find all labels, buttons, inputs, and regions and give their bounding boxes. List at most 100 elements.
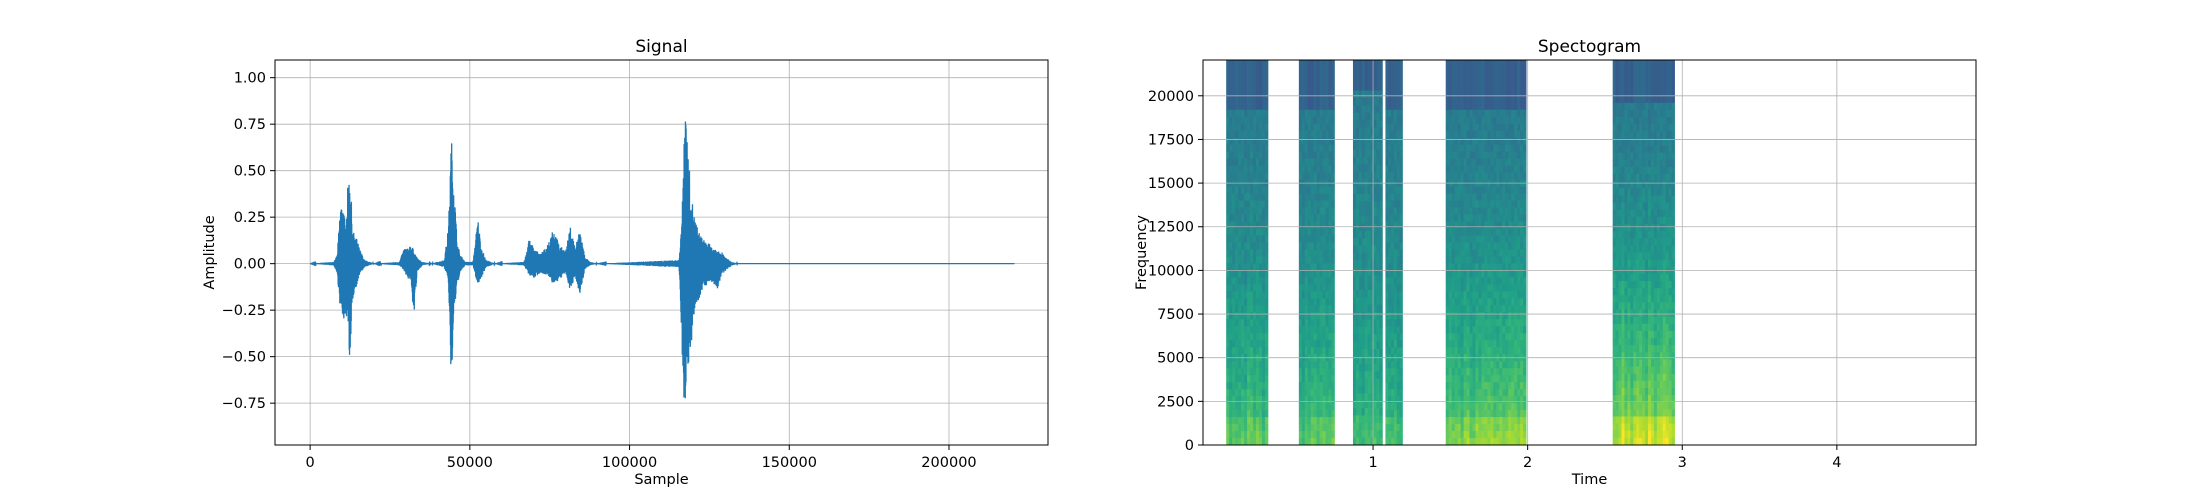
spectrogram-cell	[1645, 195, 1649, 203]
spectrogram-cell	[1621, 416, 1625, 425]
spectrogram-cell	[1301, 193, 1306, 201]
spectrogram-cell	[1662, 174, 1667, 182]
spectrogram-cell	[1304, 382, 1309, 390]
spectrogram-cell	[1478, 242, 1482, 250]
spectrogram-cell	[1478, 214, 1482, 222]
spectrogram-cell	[1319, 326, 1323, 334]
spectrogram-cell	[1487, 410, 1491, 418]
spectrogram-cell	[1517, 410, 1521, 418]
spectrogram-cell	[1621, 345, 1625, 353]
spectrogram-cell	[1376, 430, 1380, 439]
spectrogram-cell	[1238, 249, 1242, 257]
spectrogram-cell	[1630, 402, 1634, 410]
spectrogram-cell	[1361, 142, 1366, 151]
spectrogram-cell	[1253, 305, 1257, 313]
spectrogram-cell	[1520, 284, 1524, 292]
spectrogram-cell	[1328, 361, 1332, 369]
spectrogram-cell	[1665, 188, 1670, 196]
spectrogram-cell	[1645, 138, 1649, 146]
spectrogram-cell	[1331, 235, 1335, 243]
spectrogram-cell	[1668, 188, 1672, 196]
spectrogram-cell	[1484, 270, 1488, 278]
spectrogram-cell	[1264, 403, 1269, 411]
spectrogram-cell	[1505, 172, 1509, 180]
spectrogram-cell	[1502, 382, 1506, 390]
spectrogram-cell	[1671, 231, 1675, 239]
spectrogram-cell	[1391, 116, 1395, 125]
spectrogram-cell	[1636, 138, 1640, 146]
spectrogram-cell	[1310, 172, 1315, 180]
spectrogram-cell	[1668, 352, 1672, 360]
spectrogram-cell	[1352, 326, 1357, 335]
spectrogram-cell	[1520, 340, 1524, 348]
spectrogram-cell	[1364, 393, 1369, 402]
spectrogram-cell	[1475, 284, 1479, 292]
spectrogram-cell	[1496, 431, 1500, 439]
spectrogram-cell	[1484, 431, 1488, 439]
spectrogram-cell	[1496, 242, 1500, 250]
spectrogram-cell	[1627, 188, 1631, 196]
spectrogram-cell	[1508, 228, 1512, 236]
spectrogram-cell	[1493, 137, 1497, 146]
spectrogram-cell	[1235, 396, 1239, 404]
spectrogram-cell	[1618, 395, 1622, 403]
spectrogram-cell	[1502, 312, 1506, 320]
spectrogram-cell	[1367, 282, 1371, 291]
spectrogram-cell	[1662, 395, 1667, 403]
spectrogram-cell	[1238, 396, 1242, 404]
spectrogram-cell	[1325, 123, 1329, 132]
spectrogram-cell	[1322, 214, 1326, 222]
spectrogram-cell	[1313, 368, 1318, 376]
spectrogram-cell	[1627, 231, 1631, 239]
spectrogram-cell	[1370, 201, 1374, 210]
spectrogram-cell	[1247, 193, 1251, 201]
spectrogram-cell	[1258, 263, 1263, 271]
spectrogram-cell	[1253, 298, 1257, 306]
spectrogram-cell	[1367, 267, 1371, 276]
spectrogram-cell	[1393, 193, 1398, 201]
spectrogram-cell	[1325, 375, 1329, 383]
spectrogram-cell	[1373, 319, 1377, 328]
spectrogram-cell	[1668, 166, 1672, 175]
spectrogram-cell	[1511, 60, 1515, 111]
spectrogram-cell	[1668, 245, 1672, 253]
spectrogram-cell	[1636, 373, 1640, 382]
spectrogram-cell	[1463, 277, 1467, 285]
spectrogram-cell	[1451, 249, 1456, 257]
spectrogram-cell	[1472, 130, 1476, 139]
spectrogram-cell	[1304, 151, 1309, 160]
spectrogram-cell	[1633, 359, 1637, 367]
spectrogram-cell	[1496, 333, 1500, 341]
spectrogram-cell	[1496, 137, 1500, 146]
spectrogram-cell	[1322, 312, 1326, 320]
spectrogram-cell	[1636, 245, 1640, 253]
spectrogram-cell	[1633, 60, 1637, 104]
spectrogram-cell	[1505, 151, 1509, 160]
spectrogram-cell	[1264, 207, 1269, 215]
spectrogram-cell	[1621, 252, 1625, 261]
spectrogram-cell	[1627, 359, 1631, 367]
spectrogram-cell	[1304, 312, 1309, 320]
spectrogram-cell	[1232, 361, 1236, 369]
y-tick-label: 1.00	[234, 71, 266, 87]
spectrogram-cell	[1331, 144, 1335, 153]
spectrogram-cell	[1645, 273, 1649, 282]
spectrogram-cell	[1478, 305, 1482, 313]
spectrogram-cell	[1238, 417, 1242, 425]
spectrogram-cell	[1627, 209, 1631, 218]
spectrogram-cell	[1475, 151, 1479, 160]
spectrogram-cell	[1624, 195, 1628, 203]
spectrogram-cell	[1633, 138, 1637, 146]
spectrogram-cell	[1307, 193, 1312, 201]
spectrogram-cell	[1523, 291, 1527, 299]
spectrogram-cell	[1615, 380, 1619, 389]
spectrogram-cell	[1642, 188, 1646, 196]
spectrogram-cell	[1307, 326, 1312, 334]
spectrogram-cell	[1496, 340, 1500, 348]
spectrogram-cell	[1301, 333, 1306, 341]
spectrogram-cell	[1396, 326, 1400, 334]
spectrogram-cell	[1469, 165, 1473, 174]
spectrogram-cell	[1301, 305, 1306, 313]
spectrogram-cell	[1627, 117, 1631, 125]
spectrogram-cell	[1621, 152, 1625, 161]
